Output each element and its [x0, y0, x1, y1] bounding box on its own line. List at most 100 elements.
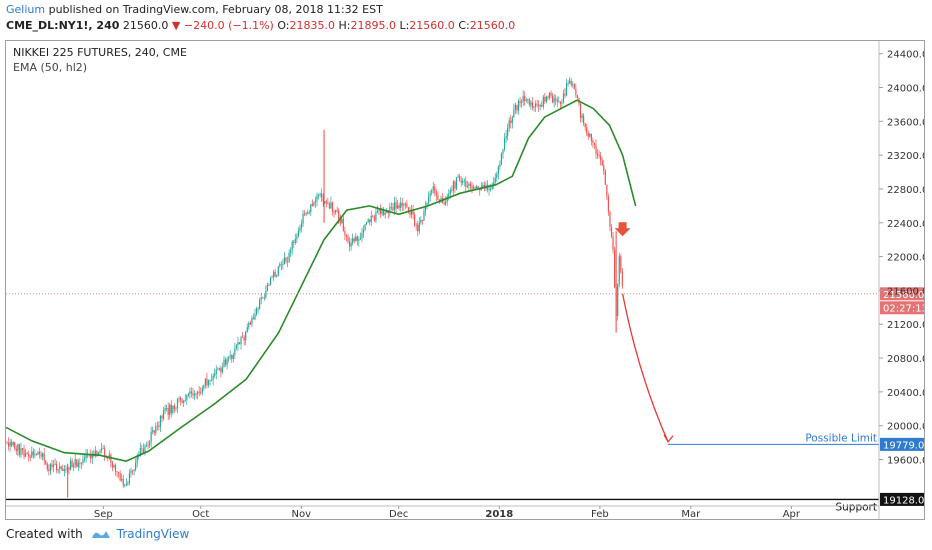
quote-line: CME_DL:NY1!, 240 21560.0 ▼ −240.0 (−1.1%…	[6, 19, 515, 32]
candle-body	[575, 89, 577, 96]
candle-body	[158, 425, 160, 427]
candle-body	[37, 451, 39, 455]
candle-body	[187, 394, 189, 396]
candle-body	[121, 478, 123, 481]
candle-body	[322, 197, 324, 202]
candle-body	[576, 95, 578, 98]
candle-body	[393, 202, 396, 211]
candle-body	[169, 404, 171, 415]
candle-body	[531, 102, 534, 108]
candle-body	[335, 210, 337, 213]
countdown-tag-label: 02:27:13	[883, 303, 924, 314]
candle-body	[579, 103, 582, 119]
candle-body	[347, 236, 349, 242]
candle-body	[339, 219, 341, 224]
possible-limit-tag-label: 19779.0	[883, 440, 924, 451]
candle-body	[590, 133, 592, 141]
candle-body	[29, 456, 31, 458]
candle-body	[606, 184, 608, 197]
candle-body	[131, 470, 134, 472]
candle-body	[152, 430, 154, 432]
candle-body	[524, 96, 526, 101]
candle-body	[431, 190, 433, 194]
candle-body	[609, 211, 611, 227]
candle-body	[370, 215, 372, 223]
down-triangle-icon: ▼	[171, 19, 181, 32]
candle-body	[178, 398, 180, 400]
symbol-label: CME_DL:NY1!, 240	[6, 19, 120, 32]
candle-body	[57, 469, 59, 471]
candle-body	[203, 385, 205, 389]
candle-body	[62, 468, 64, 471]
candle-body	[558, 101, 560, 103]
candle-body	[434, 186, 436, 193]
author-link[interactable]: Gelium	[6, 3, 46, 16]
candle-body	[224, 359, 227, 365]
price-tick-label: 21200.0	[887, 320, 924, 331]
candle-body	[91, 453, 93, 459]
price-tick-label: 23600.0	[887, 117, 924, 128]
forecast-arrow-head	[663, 434, 674, 443]
low-value: 21560.0	[409, 19, 455, 32]
candle-body	[119, 473, 121, 481]
tradingview-brand[interactable]: TradingView	[116, 527, 190, 541]
candle-body	[603, 165, 605, 171]
candle-body	[104, 448, 106, 457]
candle-body	[367, 219, 369, 223]
candle-body	[511, 117, 513, 123]
candle-body	[68, 467, 70, 470]
candle-body	[345, 234, 348, 237]
candle-body	[269, 277, 272, 286]
candle-body	[522, 96, 524, 102]
candle-body	[116, 471, 118, 473]
candle-body	[328, 203, 330, 209]
candle-body	[226, 358, 228, 365]
candle-body	[46, 464, 48, 470]
candle-body	[65, 469, 67, 471]
candle-body	[99, 450, 101, 453]
time-tick-label: Feb	[591, 509, 609, 519]
candle-body	[221, 367, 224, 373]
candle-body	[128, 473, 131, 484]
price-chart[interactable]: 21560.0 02:27:13 Possible Limit 19779.0 Supp…	[6, 41, 924, 519]
candle-body	[139, 448, 141, 456]
candle-body	[271, 277, 273, 278]
possible-limit-tag	[880, 437, 924, 451]
candle-body	[299, 227, 301, 231]
candle-body	[255, 308, 258, 315]
candle-body	[601, 160, 603, 166]
candle-body	[555, 98, 557, 100]
candle-body	[294, 239, 296, 243]
candle-body	[11, 441, 13, 446]
candle-body	[379, 209, 382, 214]
candle-body	[454, 181, 456, 189]
candle-body	[556, 99, 558, 103]
candle-body	[155, 426, 157, 434]
candle-body	[26, 453, 28, 454]
candle-body	[614, 249, 616, 288]
candle-body	[317, 194, 320, 196]
candle-body	[426, 203, 428, 207]
candle-body	[330, 202, 332, 209]
candle-body	[497, 166, 499, 175]
time-tick-label: Nov	[292, 509, 312, 519]
candle-body	[90, 453, 92, 459]
candle-body	[211, 379, 213, 381]
candle-body	[493, 182, 495, 185]
chart-frame[interactable]: 21560.0 02:27:13 Possible Limit 19779.0 Supp…	[5, 40, 925, 520]
candle-body	[215, 369, 217, 374]
candle-body	[395, 202, 397, 209]
candle-body	[274, 271, 276, 277]
candle-body	[307, 212, 309, 214]
candle-body	[443, 203, 445, 205]
candle-body	[612, 236, 614, 250]
candle-body	[249, 322, 251, 325]
support-label: Support	[835, 501, 877, 513]
candle-body	[49, 464, 51, 472]
chart-legend-title: NIKKEI 225 FUTURES, 240, CME	[13, 46, 187, 59]
candle-body	[142, 448, 144, 453]
candle-body	[418, 222, 420, 232]
candle-body	[288, 252, 290, 262]
time-tick-label: Mar	[681, 509, 701, 519]
candle-body	[381, 210, 383, 214]
